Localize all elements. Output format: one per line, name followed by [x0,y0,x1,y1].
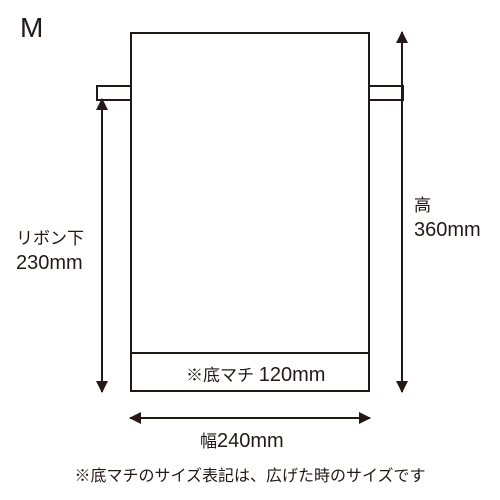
below-ribbon-arrow [96,99,108,392]
arrowhead-up-icon [396,31,408,43]
arrowhead-left-icon [129,412,141,424]
width-arrow [130,412,370,424]
footnote: ※底マチのサイズ表記は、広げた時のサイズです [0,462,500,486]
bag-outline [130,32,370,392]
below-ribbon-label: リボン下 230mm [16,228,84,276]
below-ribbon-name: リボン下 [16,228,84,250]
width-value: 240mm [217,430,284,452]
ribbon-left-top [96,85,132,87]
width-label: 幅240mm [200,428,284,454]
height-name: 高 [414,195,481,217]
arrowhead-down-icon [96,381,108,393]
gusset-line [132,352,368,354]
height-arrow [396,32,408,392]
arrowhead-up-icon [96,98,108,110]
arrowhead-right-icon [359,412,371,424]
gusset-label: ※底マチ 120mm [186,362,325,388]
gusset-value: 120mm [259,364,326,386]
size-letter: M [20,12,43,44]
height-label: 高 360mm [414,195,481,243]
arrowhead-down-icon [396,381,408,393]
below-ribbon-value: 230mm [16,250,84,276]
height-value: 360mm [414,217,481,243]
diagram-stage: M 高 360mm リボン下 230mm ※底マチ 120mm [0,0,500,500]
width-prefix: 幅 [200,432,217,451]
gusset-prefix: ※底マチ [186,366,254,385]
